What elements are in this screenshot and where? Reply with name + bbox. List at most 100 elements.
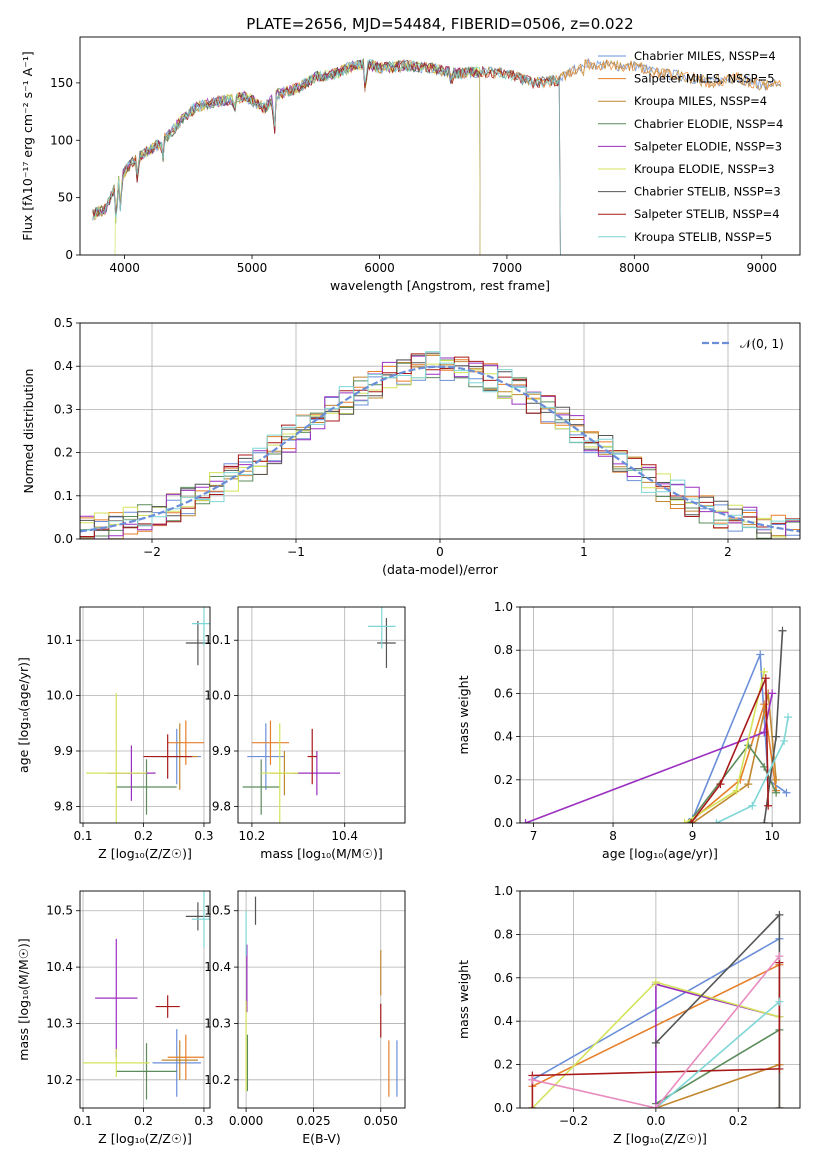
weight-marker (760, 667, 769, 676)
legend-label: Salpeter ELODIE, NSSP=3 (634, 139, 782, 153)
y-tick-label: 0.2 (54, 446, 73, 460)
y-tick-label: 50 (58, 191, 73, 205)
weight-line (525, 693, 773, 823)
axes-frame (519, 890, 801, 1109)
x-axis-label: Z [log₁₀(Z/Z☉)] (98, 1131, 192, 1146)
weight-line (690, 677, 769, 823)
y-tick-label: 0.4 (494, 730, 513, 744)
weight-marker (768, 689, 777, 698)
y-tick-label: 0.3 (54, 402, 73, 416)
weight-marker (775, 910, 784, 919)
y-axis-label: age [log₁₀(age/yr)] (16, 657, 31, 773)
x-tick-label: 0 (436, 545, 444, 559)
x-tick-label: 7 (530, 829, 538, 843)
weight-line (688, 703, 777, 823)
y-tick-label: 0.8 (494, 643, 513, 657)
spectrum-line (92, 59, 561, 255)
x-tick-label: 6000 (364, 261, 395, 275)
legend-label: Kroupa MILES, NSSP=4 (634, 94, 767, 108)
y-tick-label: 10.2 (46, 1073, 73, 1087)
x-tick-label: 5000 (237, 261, 268, 275)
legend-label: Salpeter STELIB, NSSP=4 (634, 207, 780, 221)
weight-marker (760, 819, 769, 823)
plot-area (528, 910, 784, 1108)
weight-line (716, 717, 789, 823)
y-tick-label: 9.8 (212, 799, 231, 813)
mass-vs-extinction-panel: 0.000 0.025 0.050 10.2 10.3 10.4 10.5 E(B-V) (204, 890, 406, 1146)
weight-marker (772, 732, 781, 741)
y-tick-label: 10.5 (204, 904, 231, 918)
mass-vs-metallicity-panel: 0.1 0.2 0.3 10.2 10.3 10.4 10.5 Z [log₁₀(Z/Z☉)]… (16, 890, 214, 1146)
x-tick-label: −2 (143, 545, 161, 559)
x-tick-label: 10 (765, 829, 780, 843)
y-tick-label: 10.2 (204, 1073, 231, 1087)
plot-area (521, 626, 793, 823)
y-tick-label: 0.5 (54, 316, 73, 330)
weight-line (532, 955, 781, 1108)
weight-marker (687, 819, 696, 823)
spectrum-line (92, 58, 561, 255)
weight-marker (761, 674, 770, 683)
y-tick-label: 0.0 (494, 816, 513, 830)
plot-area (80, 351, 800, 539)
x-tick-label: 9000 (746, 261, 777, 275)
legend-label: 𝒩(0, 1) (740, 337, 784, 351)
weight-line (655, 1029, 780, 1105)
x-axis-label: mass [log₁₀(M/M☉)] (260, 846, 382, 861)
x-axis-label: E(B-V) (302, 1131, 341, 1146)
weight-marker (651, 978, 660, 987)
y-tick-label: 0 (65, 248, 73, 262)
axes-frame (237, 890, 406, 1109)
legend-label: Kroupa ELODIE, NSSP=3 (634, 162, 775, 176)
weight-marker (772, 775, 781, 784)
y-tick-label: 9.9 (54, 744, 73, 758)
weight-marker (712, 819, 721, 823)
legend-label: Chabrier MILES, NSSP=4 (634, 49, 776, 63)
weight-marker (716, 780, 725, 789)
y-tick-label: 0.6 (494, 971, 513, 985)
axes-frame (79, 606, 211, 824)
plot-area (242, 607, 396, 823)
weight-marker (651, 1038, 660, 1047)
legend-label: Kroupa STELIB, NSSP=5 (634, 230, 772, 244)
x-tick-label: 4000 (109, 261, 140, 275)
y-tick-label: 10.4 (204, 960, 231, 974)
weight-marker (775, 952, 784, 961)
y-tick-label: 10.3 (46, 1016, 73, 1030)
y-tick-label: 0.2 (494, 773, 513, 787)
weight-marker (772, 788, 781, 797)
y-tick-label: 150 (50, 76, 73, 90)
y-tick-label: 0.0 (494, 1101, 513, 1115)
y-tick-label: 1.0 (494, 600, 513, 614)
y-tick-label: 10.3 (204, 1016, 231, 1030)
weight-marker (521, 819, 530, 823)
plot-area (92, 57, 782, 255)
histogram-step (80, 353, 800, 537)
x-tick-label: 0.0 (646, 1114, 665, 1128)
mass-weight-vs-metallicity-panel: −0.2 0.0 0.2 0.0 0.2 0.4 0.6 0.8 1.0 Z [log₁₀(Z/Z… (456, 884, 801, 1146)
y-tick-label: 10.5 (46, 904, 73, 918)
weight-marker (764, 801, 773, 810)
x-tick-label: 0.050 (364, 1114, 398, 1128)
x-tick-label: 10.4 (331, 829, 358, 843)
normal-curve (80, 365, 800, 533)
figure-title: PLATE=2656, MJD=54484, FIBERID=0506, z=0… (246, 15, 633, 33)
weight-marker (775, 1064, 784, 1073)
axes-frame (79, 36, 801, 256)
plot-area (245, 896, 398, 1097)
weight-marker (756, 650, 765, 659)
x-tick-label: 0.3 (194, 829, 213, 843)
axes-frame (519, 606, 801, 824)
y-tick-label: 9.8 (54, 799, 73, 813)
y-tick-label: 100 (50, 133, 73, 147)
x-tick-label: −0.2 (559, 1114, 588, 1128)
y-tick-label: 10.1 (204, 633, 231, 647)
plot-area (83, 891, 210, 1100)
x-axis-label: (data-model)/error (382, 562, 499, 577)
x-axis-label: Z [log₁₀(Z/Z☉)] (613, 1131, 707, 1146)
x-tick-label: 8 (609, 829, 617, 843)
x-axis-label: age [log₁₀(age/yr)] (602, 846, 718, 861)
weight-line (691, 654, 787, 820)
weight-marker (528, 1104, 537, 1108)
